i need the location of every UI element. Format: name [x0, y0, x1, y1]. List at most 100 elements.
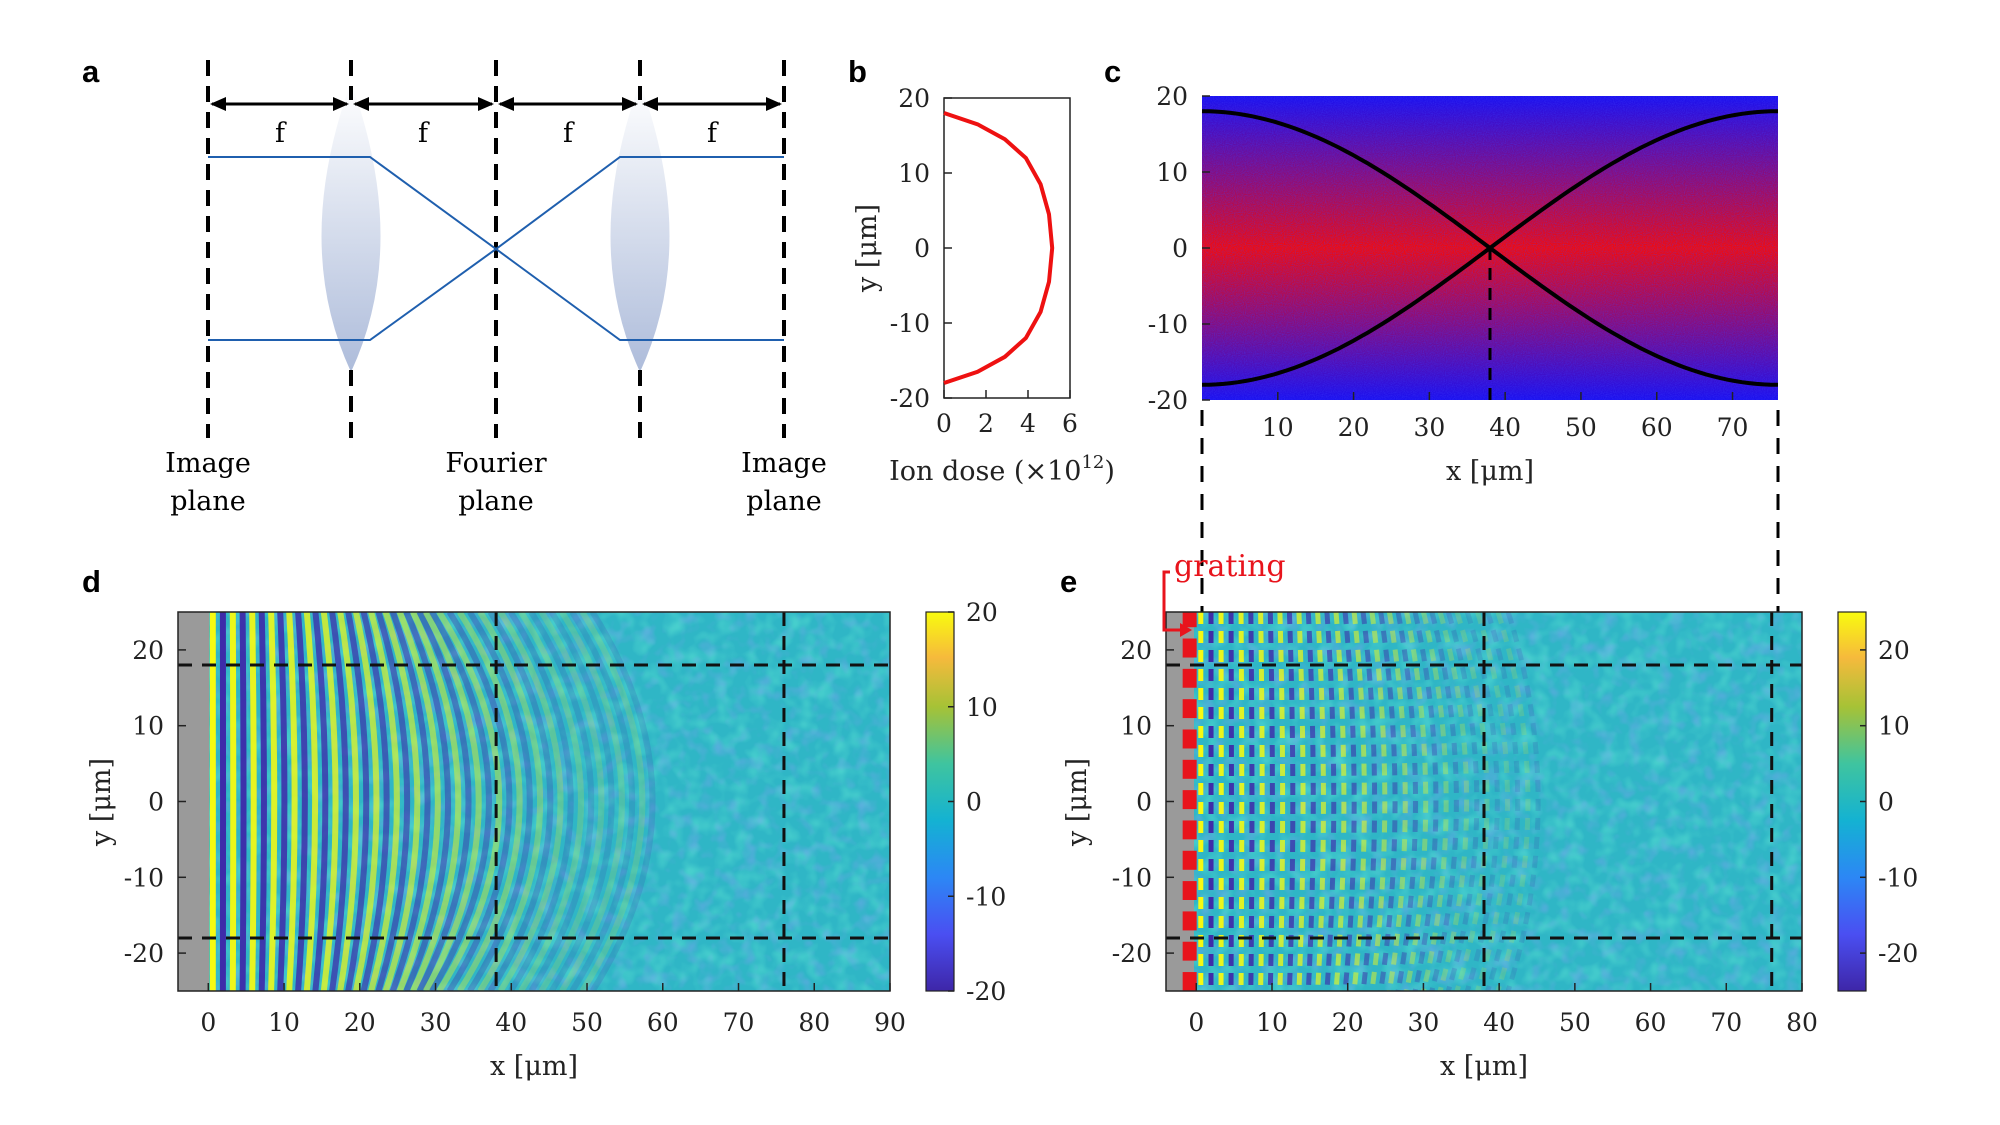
panel-d-wavefront — [549, 612, 615, 991]
grating-segment — [1182, 790, 1197, 810]
panel-e-cblabel: -10 — [1878, 863, 1918, 892]
panel-c-ytick-label: 0 — [1172, 234, 1188, 263]
panel-d-wavefront — [429, 612, 492, 991]
panel-e-wavefront — [1437, 612, 1470, 991]
panel-e-wavefront — [1505, 612, 1541, 991]
panel-d-ytick-label: 10 — [132, 712, 164, 741]
grating-segment — [1182, 668, 1197, 688]
panel-e-xtick-label: 40 — [1483, 1008, 1515, 1037]
panel-e-wavefront — [1421, 612, 1449, 991]
panel-e-xtick-label: 30 — [1408, 1008, 1440, 1037]
panel-d-cblabel: -20 — [966, 977, 1006, 1006]
panel-e-wavefront — [1315, 612, 1326, 991]
panel-c-xtick-label: 70 — [1717, 413, 1749, 442]
panel-c-xtick-label: 10 — [1262, 413, 1294, 442]
panel-label-a: a — [82, 54, 100, 89]
panel-d-wavefront — [368, 612, 400, 991]
panel-b-xlabel-mult: ×10 — [1024, 456, 1081, 487]
panel-e-wavefront — [1378, 612, 1398, 991]
panel-d-wavefront — [518, 612, 584, 991]
lens-1 — [321, 82, 381, 372]
panel-b-ytick-label: -10 — [890, 309, 930, 338]
panel-e-cblabel: 20 — [1878, 636, 1910, 665]
plane-label-1-line2: plane — [170, 486, 245, 517]
grating-annotation: grating — [1174, 549, 1286, 584]
panel-e-wavefront — [1454, 612, 1490, 991]
panel-d-wavefront — [312, 612, 329, 991]
panel-d-cblabel: -10 — [966, 882, 1006, 911]
panel-b-ylabel: y [μm] — [852, 204, 883, 293]
panel-e-wavefront — [1305, 612, 1316, 991]
panel-d-chart: 20 10 0 -10 -20 0 10 20 30 40 50 60 70 80 90 y [μm] x… — [86, 598, 1006, 1082]
panel-d-wavefront — [345, 612, 370, 991]
panel-b-xlabel: Ion dose (×1012) — [889, 452, 1115, 487]
plane-label-3-line1: Image — [741, 448, 827, 479]
plane-label-3-line2: plane — [746, 486, 821, 517]
panel-d-wavefront — [446, 612, 513, 991]
panel-d-xtick-label: 90 — [874, 1008, 906, 1037]
panel-c-xtick-label: 60 — [1641, 413, 1673, 442]
panel-d-wavefront — [329, 612, 349, 991]
panel-d-xtick-label: 20 — [344, 1008, 376, 1037]
panel-e-ytick-label: -20 — [1112, 939, 1152, 968]
grating-segment — [1182, 638, 1197, 658]
panel-d-wavefronts — [209, 612, 656, 991]
panel-d-wavefront — [508, 612, 574, 991]
focal-label-4: f — [707, 118, 719, 149]
panel-d-wavefront — [286, 612, 298, 991]
panel-b-xtick-label: 2 — [978, 409, 994, 438]
grating-segment — [1182, 850, 1197, 870]
panel-d-wavefront — [457, 612, 523, 991]
panel-d-wavefront — [375, 612, 411, 991]
panel-e-wavefront — [1395, 612, 1418, 991]
panel-c-xtick-label: 30 — [1413, 413, 1445, 442]
panel-e-wavefront — [1429, 612, 1459, 991]
panel-d-wavefront — [239, 612, 247, 991]
panel-b-xlabel-exp: 12 — [1081, 452, 1104, 473]
panel-e-xtick-label: 80 — [1786, 1008, 1818, 1037]
lens-2 — [610, 82, 670, 372]
panel-label-d: d — [82, 564, 101, 599]
grating-marks — [1182, 612, 1197, 991]
panel-d-wavefront — [389, 612, 431, 991]
panel-e-chart: 20 10 0 -10 -20 0 10 20 30 40 50 60 70 80 y [μm] x [… — [1062, 549, 1918, 1082]
panel-b-ytick-label: 0 — [914, 234, 930, 263]
panel-e-wavefront — [1296, 612, 1306, 991]
panel-d-wavefront — [303, 612, 319, 991]
panel-d-ytick-label: 20 — [132, 636, 164, 665]
panel-d-wavefront — [569, 612, 635, 991]
panel-d-wavefront — [258, 612, 267, 991]
panel-d-xtick-label: 10 — [268, 1008, 300, 1037]
panel-c-ytick-label: -10 — [1148, 310, 1188, 339]
panel-c-xtick-label: 50 — [1565, 413, 1597, 442]
panel-b-xlabel-main: Ion dose ( — [889, 456, 1024, 487]
panel-e-cblabel: 10 — [1878, 712, 1910, 741]
panel-d-ytick-label: -10 — [124, 863, 164, 892]
grating-segment — [1182, 972, 1197, 991]
panel-d-wavefront — [268, 612, 278, 991]
panel-d-xtick-label: 40 — [495, 1008, 527, 1037]
panel-e-cblabel: -20 — [1878, 939, 1918, 968]
panel-d-cblabel: 0 — [966, 788, 982, 817]
panel-d-wavefront — [416, 612, 472, 991]
panel-b-ytick-label: 20 — [898, 84, 930, 113]
panel-c-chart: 20 10 0 -10 -20 10 20 30 40 50 60 70 x [μm] — [1148, 82, 1779, 487]
grating-segment — [1182, 759, 1197, 779]
grating-segment — [1182, 911, 1197, 931]
focal-label-2: f — [418, 118, 430, 149]
panel-e-wavefront — [1286, 612, 1296, 991]
panel-b-xtick-label: 0 — [936, 409, 952, 438]
panel-e-xtick-label: 10 — [1256, 1008, 1288, 1037]
panel-d-cblabel: 20 — [966, 598, 998, 627]
panel-e-ylabel: y [μm] — [1062, 758, 1093, 847]
panel-e-wavefront — [1386, 612, 1408, 991]
panel-d-ylabel: y [μm] — [86, 758, 117, 847]
panel-d-wavefront — [589, 612, 656, 991]
panel-e-wavefront — [1464, 612, 1500, 991]
panel-e-wavefronts — [1198, 612, 1541, 991]
grating-segment — [1182, 612, 1197, 628]
panel-b-ytick-label: -20 — [890, 384, 930, 413]
panel-e-wavefront — [1342, 612, 1357, 991]
